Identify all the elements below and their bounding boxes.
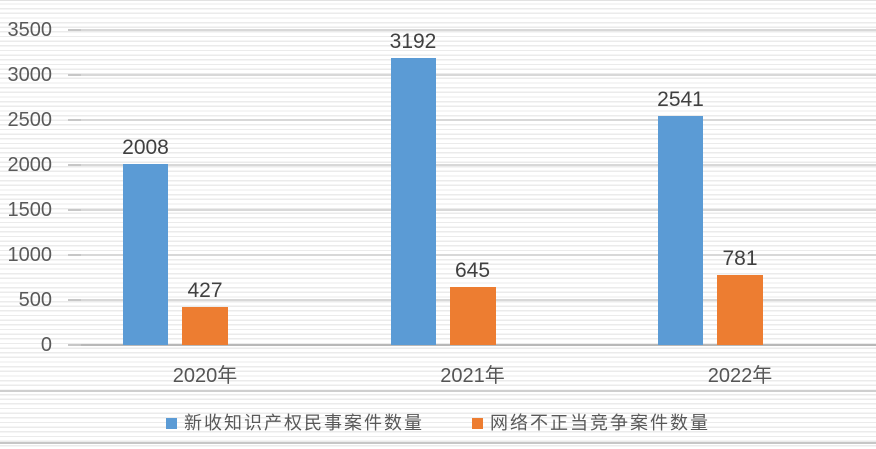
y-axis-tick-label: 1500 [7,199,53,221]
y-axis-tick-label: 500 [18,289,52,311]
gridline [68,164,876,166]
y-axis-tick-label: 0 [40,334,52,356]
x-axis-category-label: 2020年 [172,365,238,387]
bar [123,164,168,345]
y-axis-tick-label: 2500 [7,109,53,131]
bar-value-label: 427 [187,278,223,302]
gridline [68,29,876,31]
gridline [68,254,876,256]
legend-item: 新收知识产权民事案件数量 [166,413,424,433]
bar-value-label: 2008 [122,136,169,160]
bar [658,116,703,345]
bar [390,57,436,345]
gridline [68,119,876,121]
bar [182,306,228,345]
y-axis-tick-label: 2000 [7,154,53,176]
gridline [68,344,876,346]
bar-value-label: 781 [722,246,758,270]
axis-tick-mark [68,209,81,211]
y-axis-tick-label: 3500 [7,19,53,41]
y-axis-tick-label: 3000 [7,64,53,86]
bar [717,274,763,345]
axis-tick-mark [68,29,81,31]
top-border-line [0,0,876,1]
axis-tick-mark [68,299,81,301]
legend-item: 网络不正当竞争案件数量 [472,413,710,433]
axis-tick-mark [68,119,81,121]
axis-tick-mark [68,74,81,76]
bottom-border-line [0,442,876,444]
x-axis-category-label: 2022年 [707,365,773,387]
bar-value-label: 645 [454,258,491,282]
axis-tick-mark [68,344,81,346]
axis-tick-mark [68,164,81,166]
y-axis-tick-label: 1000 [7,244,53,266]
axis-tick-mark [68,254,81,256]
bar-value-label: 3192 [389,29,437,53]
bar-value-label: 2541 [657,88,704,112]
separator-line [0,390,876,392]
chart-legend: 新收知识产权民事案件数量 网络不正当竞争案件数量 [0,413,876,433]
bar [449,286,496,345]
legend-label: 网络不正当竞争案件数量 [490,413,710,433]
gridline [68,209,876,211]
legend-swatch-icon [472,417,483,429]
legend-label: 新收知识产权民事案件数量 [184,413,424,433]
legend-swatch-icon [166,417,177,429]
x-axis-category-label: 2021年 [440,365,505,387]
gridline [68,74,876,76]
